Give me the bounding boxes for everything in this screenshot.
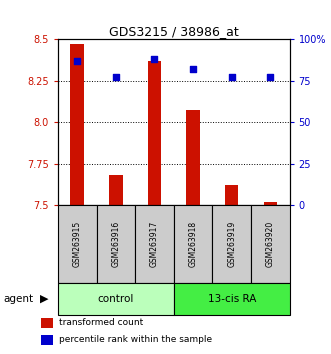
Text: GSM263916: GSM263916 <box>111 221 120 267</box>
Bar <box>251 205 290 283</box>
Bar <box>71 44 84 205</box>
Bar <box>263 202 277 205</box>
Text: GSM263915: GSM263915 <box>73 221 82 267</box>
Text: GSM263918: GSM263918 <box>189 221 198 267</box>
Text: ▶: ▶ <box>40 294 48 304</box>
Text: transformed count: transformed count <box>59 318 143 327</box>
Bar <box>58 205 97 283</box>
Point <box>268 74 273 80</box>
Text: percentile rank within the sample: percentile rank within the sample <box>59 335 212 344</box>
Bar <box>225 185 238 205</box>
Bar <box>148 61 161 205</box>
Bar <box>174 283 290 315</box>
Title: GDS3215 / 38986_at: GDS3215 / 38986_at <box>109 25 239 38</box>
Point <box>113 74 118 80</box>
Text: agent: agent <box>3 294 33 304</box>
Bar <box>97 205 135 283</box>
Bar <box>41 318 53 328</box>
Text: 13-cis RA: 13-cis RA <box>208 294 256 304</box>
Point <box>229 74 234 80</box>
Point <box>152 56 157 62</box>
Bar <box>174 205 213 283</box>
Point <box>190 66 196 72</box>
Bar <box>135 205 174 283</box>
Bar <box>109 175 122 205</box>
Bar <box>186 110 200 205</box>
Bar <box>213 205 251 283</box>
Text: GSM263920: GSM263920 <box>266 221 275 267</box>
Bar <box>58 283 174 315</box>
Point <box>74 58 80 63</box>
Text: control: control <box>98 294 134 304</box>
Text: GSM263919: GSM263919 <box>227 221 236 267</box>
Bar <box>41 335 53 345</box>
Text: GSM263917: GSM263917 <box>150 221 159 267</box>
